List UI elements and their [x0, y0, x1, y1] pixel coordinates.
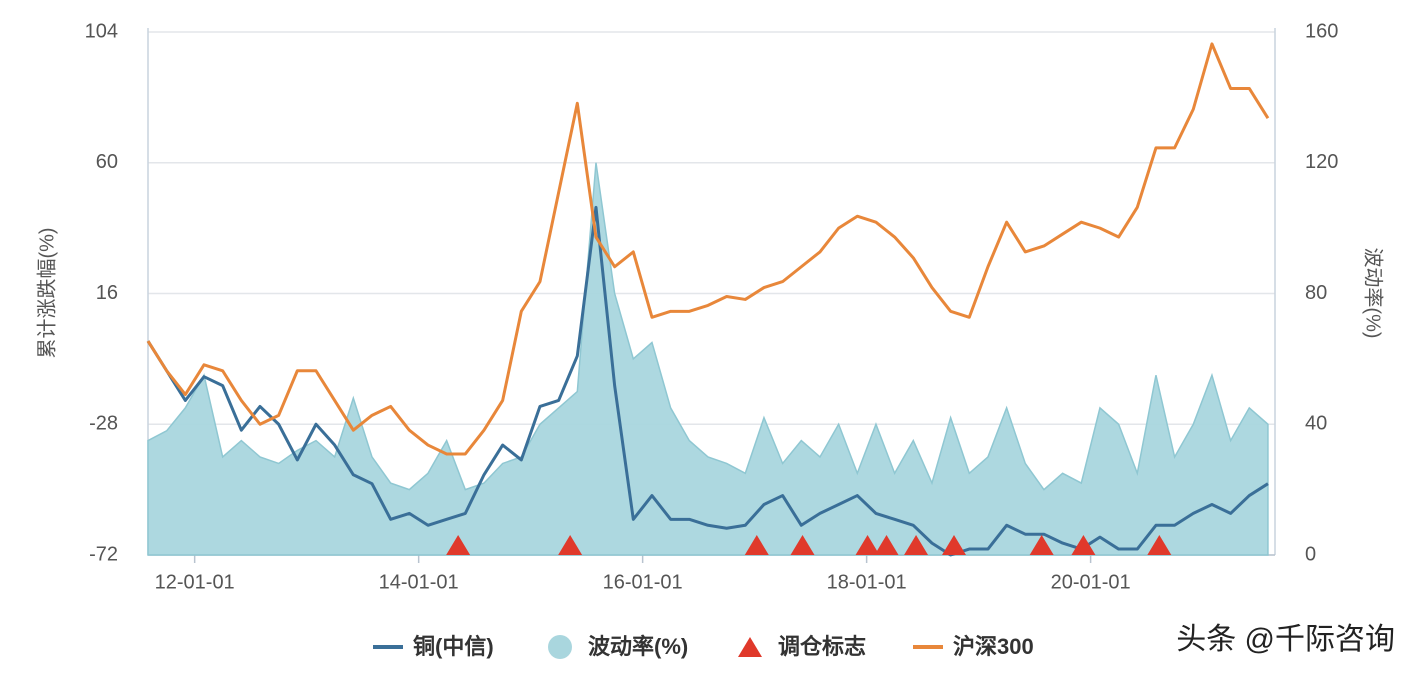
- rebalance-marker: [446, 535, 471, 555]
- rebalance-marker: [904, 535, 929, 555]
- legend-swatch: [548, 635, 572, 659]
- watermark: 头条 @千际咨询: [1176, 623, 1395, 656]
- y-tick-label: 104: [85, 20, 118, 42]
- y2-tick-label: 0: [1305, 543, 1316, 565]
- rebalance-marker: [558, 535, 583, 555]
- y2-tick-label: 120: [1305, 151, 1338, 173]
- volatility-area: [147, 162, 1269, 556]
- rebalance-marker: [855, 535, 880, 555]
- y-axis-title: 累计涨跌幅(%): [35, 227, 58, 358]
- legend-swatch: [738, 637, 762, 657]
- y2-axis-title: 波动率(%): [1362, 247, 1385, 338]
- y2-tick-label: 80: [1305, 282, 1327, 304]
- y2-tick-label: 160: [1305, 20, 1338, 42]
- x-tick-label: 18-01-01: [827, 571, 907, 593]
- x-tick-label: 20-01-01: [1051, 571, 1131, 593]
- rebalance-marker: [1147, 535, 1172, 555]
- rebalance-marker: [942, 535, 967, 555]
- legend-label: 波动率(%): [588, 634, 688, 659]
- rebalance-marker: [1071, 535, 1096, 555]
- rebalance-marker: [790, 535, 815, 555]
- series-line: [146, 42, 1270, 456]
- rebalance-marker: [1029, 535, 1054, 555]
- y-tick-label: -72: [89, 543, 118, 565]
- rebalance-marker: [744, 535, 769, 555]
- rebalance-marker: [874, 535, 899, 555]
- y-tick-label: -28: [89, 413, 118, 435]
- legend-label: 沪深300: [953, 634, 1034, 659]
- x-tick-label: 12-01-01: [155, 571, 235, 593]
- legend-label: 调仓标志: [778, 634, 866, 659]
- legend-label: 铜(中信): [413, 634, 494, 659]
- y2-tick-label: 40: [1305, 413, 1327, 435]
- y-tick-label: 16: [96, 282, 118, 304]
- y-tick-label: 60: [96, 151, 118, 173]
- x-tick-label: 16-01-01: [603, 571, 683, 593]
- x-tick-label: 14-01-01: [379, 571, 459, 593]
